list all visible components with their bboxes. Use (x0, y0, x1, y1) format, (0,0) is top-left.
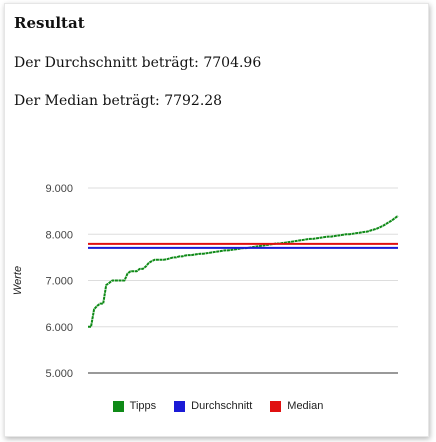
chart-legend: Tipps Durchschnitt Median (0, 400, 436, 412)
series-tipps (88, 216, 398, 327)
legend-swatch (113, 401, 124, 412)
y-tick-label: 5.000 (45, 368, 73, 380)
legend-swatch (174, 401, 185, 412)
legend-label: Tipps (130, 400, 157, 412)
legend-item-tipps: Tipps (113, 400, 157, 412)
legend-label: Median (287, 400, 323, 412)
y-tick-label: 7.000 (45, 276, 73, 288)
legend-item-durchschnitt: Durchschnitt (174, 400, 252, 412)
y-tick-label: 6.000 (45, 322, 73, 334)
y-tick-label: 8.000 (45, 229, 73, 241)
y-axis-label: Werte (12, 266, 24, 295)
y-tick-label: 9.000 (45, 183, 73, 195)
legend-item-median: Median (270, 400, 323, 412)
legend-label: Durchschnitt (191, 400, 252, 412)
legend-swatch (270, 401, 281, 412)
